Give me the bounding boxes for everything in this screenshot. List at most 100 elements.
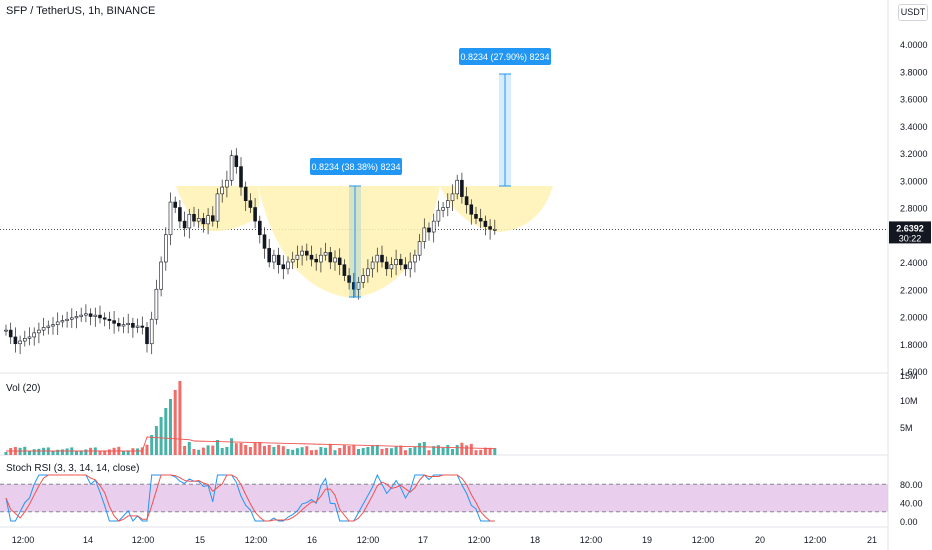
candle-body [51, 324, 55, 327]
candle-body [257, 220, 262, 236]
candle-body [441, 207, 445, 211]
volume-bar [305, 446, 309, 455]
candle-body [140, 325, 145, 328]
candle-body [366, 268, 370, 276]
candle-body [488, 226, 492, 230]
volume-bar [446, 445, 450, 455]
volume-bar [107, 449, 111, 455]
volume-bar [488, 447, 492, 455]
measure-layer: 0.8234 (38.38%) 8234 0.8234 (27.90%) 8234 [310, 48, 551, 298]
candle-body [375, 254, 380, 263]
volume-bar [206, 445, 210, 455]
stoch-band [0, 484, 888, 512]
volume-bar [234, 443, 238, 455]
volume-bar [441, 447, 445, 455]
candle-body [492, 229, 497, 231]
candle-body [74, 316, 79, 319]
volume-bar [183, 446, 187, 455]
candle-body [154, 288, 159, 320]
volume-bar [239, 443, 243, 455]
volume-bar [122, 451, 125, 455]
candle-body [478, 218, 483, 222]
candle-body [18, 340, 22, 345]
volume-bar [460, 442, 464, 455]
candle-body [267, 248, 272, 263]
volume-bar [192, 449, 196, 455]
time-tick-label: 19 [642, 535, 652, 545]
volume-bar [319, 447, 323, 455]
volume-bar [154, 426, 158, 455]
volume-bar [455, 445, 459, 455]
volume-tick-label: 10M [900, 396, 918, 406]
candle-body [253, 207, 257, 222]
volume-bar [267, 445, 271, 455]
candle-body [234, 155, 239, 167]
candle-body [41, 327, 46, 331]
currency-button[interactable]: USDT [898, 4, 928, 21]
candle-body [328, 252, 333, 263]
volume-bar [263, 446, 266, 455]
volume-bar [164, 408, 168, 455]
candle-body [8, 329, 13, 338]
candle-body [380, 254, 384, 263]
cup-body [258, 186, 440, 298]
volume-bar [230, 438, 234, 455]
volume-bar [136, 448, 140, 455]
time-tick-label: 17 [418, 535, 428, 545]
measure-2-label-bg [459, 48, 551, 65]
candle-body [304, 250, 309, 256]
volume-bar [413, 447, 417, 455]
candle-body [248, 200, 253, 208]
price-tick-label: 3.0000 [900, 176, 928, 186]
axes-layer: 4.0000 3.8000 3.6000 3.4000 3.2000 3.0000 2.80… [12, 40, 931, 545]
candle-body [281, 264, 286, 270]
candle-body [394, 258, 398, 266]
volume-bar [375, 445, 379, 455]
candle-body [337, 257, 342, 266]
stoch-k-line [5, 473, 495, 522]
volume-bar [483, 447, 487, 455]
candle-body [290, 258, 295, 263]
candle-body [460, 179, 464, 197]
candle-body [178, 207, 182, 222]
candle-body [84, 313, 88, 316]
stoch-tick-label: 80.00 [900, 480, 923, 490]
volume-bar [300, 447, 304, 455]
candle-body [309, 254, 314, 260]
candle-body [417, 241, 422, 256]
candle-body [27, 336, 32, 339]
time-tick-label: 12:00 [804, 535, 827, 545]
candle-body [173, 201, 177, 208]
volume-bar [291, 449, 295, 455]
price-tick-label: 3.6000 [900, 95, 928, 105]
candle-body [225, 179, 229, 188]
candle-body [422, 227, 427, 242]
volume-bar [366, 447, 370, 455]
candle-body [93, 314, 98, 317]
volume-bar [371, 446, 375, 455]
volume-bar [286, 449, 290, 455]
stoch-title: Stoch RSI (3, 3, 14, 14, close) [6, 463, 140, 474]
measure-1-label: 0.8234 (38.38%) 8234 [311, 162, 400, 172]
stoch-tick-label: 0.00 [900, 517, 918, 527]
candle-body [65, 318, 69, 321]
candle-body [121, 324, 126, 327]
volume-bar [84, 449, 88, 455]
price-tick-label: 1.8000 [900, 340, 928, 350]
volume-bar [436, 445, 440, 455]
volume-bar [281, 446, 285, 455]
volume-bar [427, 450, 431, 455]
candles-layer [4, 148, 497, 355]
candle-body [168, 201, 173, 236]
price-tick-label: 3.2000 [900, 149, 928, 159]
volume-bar [220, 448, 224, 455]
time-tick-label: 12:00 [132, 535, 155, 545]
candle-body [22, 337, 27, 342]
time-tick-label: 12:00 [692, 535, 715, 545]
time-tick-label: 15 [195, 535, 205, 545]
candle-body [272, 254, 276, 263]
volume-bar [479, 449, 483, 455]
volume-bar [98, 450, 102, 455]
candle-body [159, 261, 163, 290]
volume-bar [131, 448, 135, 455]
